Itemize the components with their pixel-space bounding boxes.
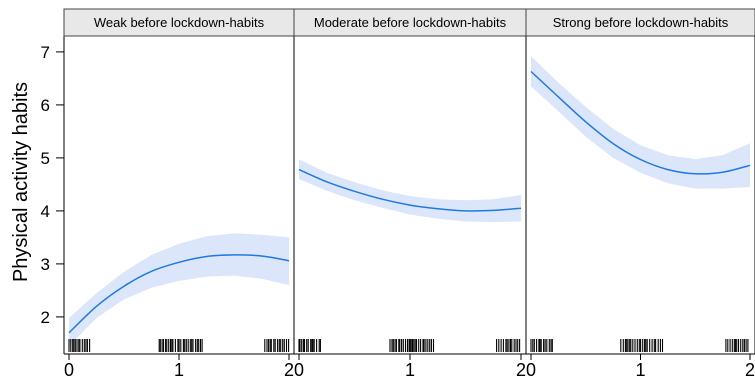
- fitted-line: [530, 70, 751, 175]
- panel-title: Weak before lockdown-habits: [94, 15, 265, 30]
- y-tick-label: 4: [41, 202, 50, 221]
- panel-title: Moderate before lockdown-habits: [314, 15, 507, 30]
- panel-strip: [63, 8, 295, 37]
- panel-title: Strong before lockdown-habits: [553, 15, 729, 30]
- y-tick-label: 3: [41, 255, 50, 274]
- panel: Moderate before lockdown-habits 0 1 2: [293, 8, 527, 380]
- x-tick-label: 1: [174, 360, 184, 379]
- panel-strip: [293, 8, 527, 37]
- x-tick-label: 1: [635, 360, 645, 379]
- panel: Weak before lockdown-habits 0 1 2: [63, 8, 295, 380]
- y-tick-label: 5: [41, 149, 50, 168]
- rug: [298, 339, 521, 352]
- x-tick-label: 2: [516, 360, 526, 379]
- rug: [68, 339, 290, 352]
- y-tick-label: 2: [41, 308, 50, 327]
- y-tick-label: 6: [41, 96, 50, 115]
- y-tick-label: 7: [41, 43, 50, 62]
- confidence-band: [299, 159, 521, 222]
- x-tick-label: 1: [405, 360, 415, 379]
- fitted-line: [68, 254, 290, 334]
- rug: [530, 339, 749, 352]
- x-tick-label: 0: [526, 360, 536, 379]
- x-tick-label: 2: [745, 360, 755, 379]
- panel: Strong before lockdown-habits 0 1 2: [525, 8, 755, 380]
- x-tick-label: 2: [284, 360, 294, 379]
- y-axis-label: Physical activity habits: [10, 82, 32, 282]
- panel-strip: [525, 8, 755, 37]
- confidence-band: [531, 56, 750, 189]
- y-axis: 2 3 4 5 6 7: [41, 36, 65, 354]
- x-tick-label: 0: [64, 360, 74, 379]
- confidence-band: [69, 233, 289, 347]
- fitted-line: [298, 168, 522, 212]
- x-tick-label: 0: [294, 360, 304, 379]
